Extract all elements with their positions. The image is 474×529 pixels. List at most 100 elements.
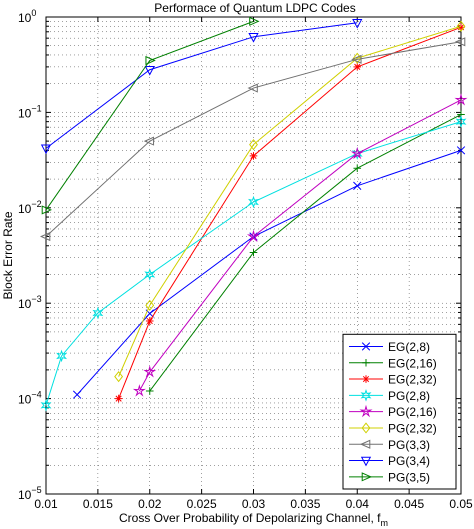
marker-triangle-down bbox=[352, 18, 363, 29]
series-line bbox=[45, 41, 462, 237]
marker-hexagram bbox=[360, 389, 372, 402]
series-line bbox=[45, 20, 254, 211]
marker-hexagram bbox=[92, 306, 104, 320]
series-line bbox=[149, 114, 462, 392]
legend-item: PG(2,32) bbox=[349, 421, 437, 435]
series-group bbox=[39, 16, 468, 412]
legend-label: PG(3,5) bbox=[388, 470, 430, 484]
series bbox=[132, 93, 468, 397]
legend-item: EG(2,8) bbox=[349, 340, 430, 354]
y-tick-label-base: 10 bbox=[18, 106, 32, 120]
series-line bbox=[45, 22, 358, 149]
marker-triangle-left bbox=[454, 37, 466, 47]
legend-item: PG(3,3) bbox=[349, 438, 430, 452]
y-tick-label-exponent: 0 bbox=[31, 8, 36, 18]
legend-label: PG(2,32) bbox=[388, 421, 437, 435]
y-tick-label-exponent: −4 bbox=[31, 390, 41, 400]
marker-asterisk bbox=[362, 375, 370, 383]
legend-label: EG(2,32) bbox=[388, 373, 437, 387]
marker-plus bbox=[249, 248, 258, 257]
series bbox=[39, 37, 466, 242]
series-line bbox=[138, 99, 462, 392]
x-axis-label-main: Cross Over Probability of Depolarizing C… bbox=[119, 511, 381, 525]
y-axis-label: Block Error Rate bbox=[1, 211, 15, 299]
marker-diamond bbox=[249, 138, 258, 151]
marker-x bbox=[456, 146, 466, 155]
series bbox=[41, 16, 260, 215]
x-tick-label: 0.045 bbox=[394, 497, 424, 511]
marker-x bbox=[361, 342, 371, 351]
x-tick-label: 0.04 bbox=[346, 497, 370, 511]
y-tick-label: 10−4 bbox=[18, 390, 42, 407]
marker-plus bbox=[353, 164, 362, 173]
marker-asterisk bbox=[114, 394, 123, 403]
marker-triangle-down bbox=[40, 144, 52, 155]
legend-label: EG(2,16) bbox=[388, 356, 437, 370]
series-line bbox=[118, 25, 462, 377]
marker-triangle-down bbox=[248, 33, 259, 43]
x-tick-label: 0.01 bbox=[34, 497, 58, 511]
legend-item: EG(2,16) bbox=[349, 356, 437, 370]
y-tick-label: 10−1 bbox=[18, 103, 42, 120]
y-tick-label-base: 10 bbox=[18, 202, 32, 216]
y-tick-label: 10−2 bbox=[18, 199, 42, 216]
marker-triangle-right bbox=[361, 472, 373, 482]
marker-diamond bbox=[456, 20, 466, 32]
marker-hexagram bbox=[56, 349, 68, 363]
legend-item: PG(2,8) bbox=[349, 389, 430, 403]
marker-triangle-left bbox=[359, 439, 371, 449]
y-tick-label: 10−3 bbox=[18, 294, 42, 311]
marker-hexagram bbox=[40, 399, 52, 412]
y-tick-label-exponent: −1 bbox=[31, 103, 41, 113]
x-axis-label-subscript: m bbox=[380, 518, 388, 528]
marker-pentagram bbox=[359, 404, 373, 418]
legend-label: PG(3,4) bbox=[388, 454, 430, 468]
x-tick-label: 0.03 bbox=[242, 497, 266, 511]
legend-item: PG(3,4) bbox=[349, 454, 430, 468]
y-tick-label-base: 10 bbox=[18, 488, 32, 502]
marker-x bbox=[353, 181, 362, 190]
marker-triangle-left bbox=[351, 54, 362, 64]
marker-pentagram bbox=[132, 384, 146, 397]
marker-triangle-right bbox=[249, 16, 260, 26]
marker-triangle-right bbox=[145, 55, 156, 66]
marker-asterisk bbox=[145, 317, 154, 325]
legend-label: PG(3,3) bbox=[388, 438, 430, 452]
x-tick-label: 0.025 bbox=[187, 497, 217, 511]
marker-x bbox=[72, 390, 82, 399]
marker-triangle-left bbox=[39, 231, 51, 242]
legend-item: EG(2,32) bbox=[349, 373, 437, 387]
marker-asterisk bbox=[353, 63, 362, 71]
x-tick-label: 0.05 bbox=[449, 497, 473, 511]
marker-pentagram bbox=[350, 146, 364, 160]
marker-asterisk bbox=[249, 152, 258, 160]
y-tick-label-exponent: −5 bbox=[31, 485, 41, 495]
y-tick-label: 100 bbox=[18, 8, 36, 25]
x-axis-label: Cross Over Probability of Depolarizing C… bbox=[119, 511, 388, 528]
marker-triangle-right bbox=[41, 205, 53, 215]
y-tick-label-base: 10 bbox=[18, 393, 32, 407]
marker-asterisk bbox=[457, 23, 465, 32]
marker-diamond bbox=[145, 299, 155, 311]
y-tick-label-exponent: −3 bbox=[31, 294, 41, 304]
marker-hexagram bbox=[455, 115, 467, 128]
marker-plus bbox=[362, 358, 370, 367]
marker-diamond bbox=[114, 371, 124, 383]
y-tick-label-base: 10 bbox=[18, 11, 32, 25]
marker-pentagram bbox=[454, 93, 468, 106]
axis-ticks: 0.01 0.015 0.02 0.025 0.03 0.035 0.04 0.045 0.05… bbox=[18, 8, 473, 511]
legend-label: PG(2,8) bbox=[388, 389, 430, 403]
marker-hexagram bbox=[144, 268, 156, 281]
chart-title: Performace of Quantum LDPC Codes bbox=[154, 1, 355, 15]
marker-hexagram bbox=[248, 195, 259, 209]
y-tick-label-base: 10 bbox=[18, 297, 32, 311]
marker-triangle-left bbox=[143, 136, 155, 146]
x-tick-label: 0.035 bbox=[290, 497, 320, 511]
y-tick-label-exponent: −2 bbox=[31, 199, 41, 209]
marker-plus bbox=[145, 387, 154, 395]
legend-item: PG(3,5) bbox=[349, 470, 430, 484]
y-tick-label: 10−5 bbox=[18, 485, 42, 502]
marker-triangle-left bbox=[247, 83, 258, 93]
marker-diamond bbox=[361, 422, 371, 434]
